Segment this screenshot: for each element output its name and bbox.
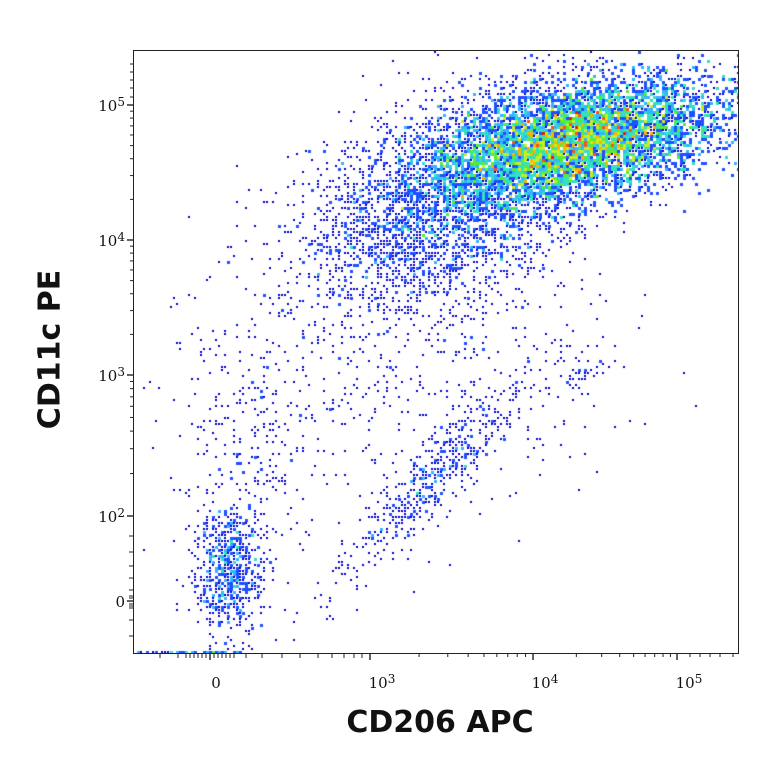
x-tick-label: 104 xyxy=(531,672,559,692)
y-tick-label: 0 xyxy=(115,593,125,611)
y-tick-label: 102 xyxy=(98,506,125,526)
x-tick-label: 103 xyxy=(368,672,396,692)
density-dot-plot xyxy=(134,51,738,653)
y-tick-label: 103 xyxy=(98,365,125,385)
x-tick-label: 105 xyxy=(675,672,703,692)
y-tick-label: 104 xyxy=(98,230,125,250)
y-axis-title: CD11c PE xyxy=(32,269,68,430)
x-axis-title: CD206 APC xyxy=(346,705,534,740)
x-tick-label: 0 xyxy=(211,674,221,692)
y-tick-label: 105 xyxy=(98,95,125,115)
